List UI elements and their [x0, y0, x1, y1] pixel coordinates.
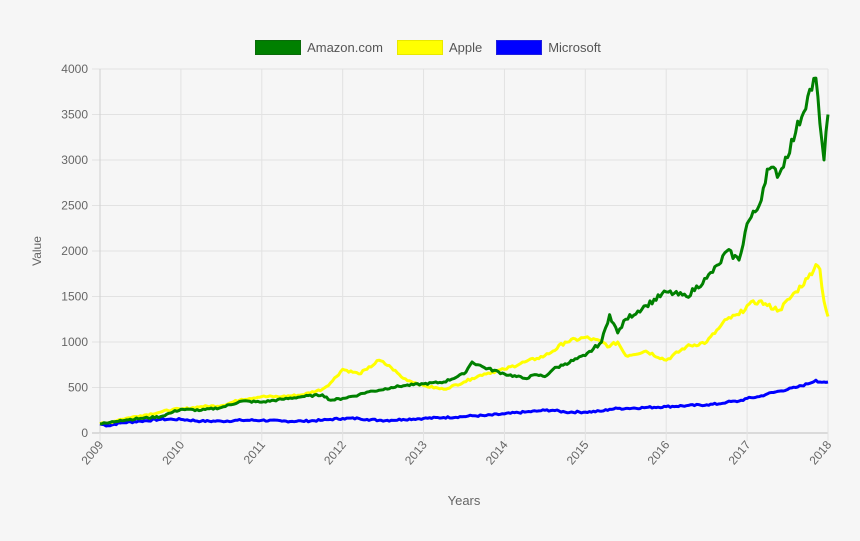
chart-legend: Amazon.com Apple Microsoft: [0, 40, 860, 55]
grid-lines: [92, 68, 829, 441]
x-axis-ticks: 2009 2010 2011 2012 2013 2014 2015 2016 2017 2018: [78, 438, 834, 468]
y-tick-label: 1000: [61, 335, 88, 349]
x-tick-label: 2014: [483, 438, 511, 468]
y-tick-label: 1500: [61, 290, 88, 304]
legend-item-apple[interactable]: Apple: [396, 40, 486, 55]
legend-item-microsoft[interactable]: Microsoft: [496, 40, 605, 55]
y-tick-label: 0: [81, 426, 88, 440]
x-tick-label: 2012: [321, 438, 349, 468]
y-tick-label: 3000: [61, 153, 88, 167]
x-tick-label: 2017: [726, 438, 754, 468]
series-line-amazon-com[interactable]: [99, 76, 830, 426]
apple-color-swatch: [396, 40, 443, 55]
legend-label: Apple: [448, 40, 483, 55]
x-tick-label: 2009: [78, 438, 106, 468]
x-tick-label: 2016: [645, 438, 673, 468]
x-tick-label: 2015: [564, 438, 592, 468]
y-tick-label: 500: [68, 381, 88, 395]
amazon-color-swatch: [255, 40, 302, 55]
data-series: [99, 76, 830, 428]
series-line-apple[interactable]: [99, 263, 830, 426]
x-tick-label: 2010: [159, 438, 187, 468]
y-tick-label: 3500: [61, 108, 88, 122]
series-line-microsoft[interactable]: [99, 378, 829, 428]
legend-item-amazon[interactable]: Amazon.com: [255, 40, 387, 55]
x-tick-label: 2011: [241, 438, 269, 467]
y-tick-label: 2000: [61, 244, 88, 258]
y-tick-label: 2500: [61, 199, 88, 213]
x-tick-label: 2013: [402, 438, 430, 468]
y-axis-title: Value: [30, 236, 44, 266]
legend-label: Microsoft: [548, 40, 601, 55]
x-tick-label: 2018: [806, 438, 834, 468]
y-axis-ticks: 0 500 1000 1500 2000 2500 3000 3500 4000: [61, 62, 88, 440]
legend-label: Amazon.com: [307, 40, 383, 55]
x-axis-title: Years: [448, 493, 481, 508]
microsoft-color-swatch: [496, 40, 543, 55]
y-tick-label: 4000: [61, 62, 88, 76]
